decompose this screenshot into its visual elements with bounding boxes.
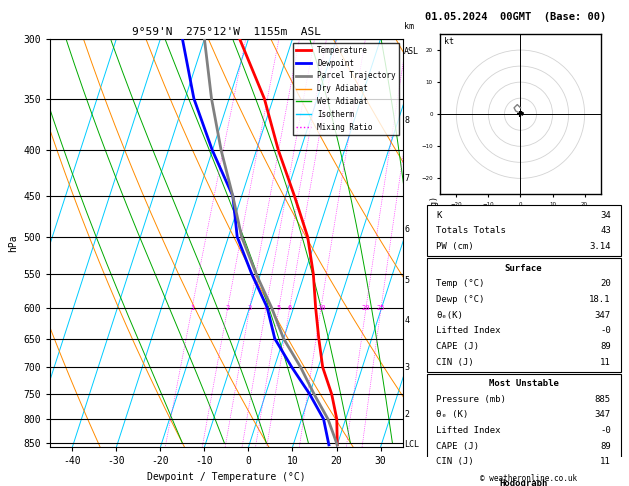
Legend: Temperature, Dewpoint, Parcel Trajectory, Dry Adiabat, Wet Adiabat, Isotherm, Mi: Temperature, Dewpoint, Parcel Trajectory… xyxy=(292,43,399,135)
Text: ASL: ASL xyxy=(404,47,420,56)
Text: 3: 3 xyxy=(404,363,409,372)
Text: CAPE (J): CAPE (J) xyxy=(437,342,479,351)
Text: 4: 4 xyxy=(404,316,409,325)
Text: 4: 4 xyxy=(264,305,268,311)
Text: 18.1: 18.1 xyxy=(589,295,611,304)
Text: 89: 89 xyxy=(600,342,611,351)
Text: -0: -0 xyxy=(600,326,611,335)
Text: 34: 34 xyxy=(600,211,611,220)
Text: Temp (°C): Temp (°C) xyxy=(437,279,485,288)
Text: 25: 25 xyxy=(377,305,386,311)
Text: 347: 347 xyxy=(594,311,611,320)
Text: © weatheronline.co.uk: © weatheronline.co.uk xyxy=(480,474,577,483)
Text: PW (cm): PW (cm) xyxy=(437,242,474,251)
Text: 3.14: 3.14 xyxy=(589,242,611,251)
Text: Hodograph: Hodograph xyxy=(499,479,548,486)
Text: 8: 8 xyxy=(404,116,409,125)
Text: 11: 11 xyxy=(600,457,611,467)
Text: Surface: Surface xyxy=(505,263,542,273)
Text: Lifted Index: Lifted Index xyxy=(437,326,501,335)
Text: 5: 5 xyxy=(404,277,409,285)
Text: 5: 5 xyxy=(277,305,281,311)
Text: 89: 89 xyxy=(600,442,611,451)
Text: 10: 10 xyxy=(317,305,325,311)
Text: θₑ (K): θₑ (K) xyxy=(437,410,469,419)
Text: LCL: LCL xyxy=(404,440,420,450)
Text: Pressure (mb): Pressure (mb) xyxy=(437,395,506,404)
Text: Dewp (°C): Dewp (°C) xyxy=(437,295,485,304)
Text: 11: 11 xyxy=(600,358,611,366)
Text: 3: 3 xyxy=(248,305,252,311)
Text: K: K xyxy=(437,211,442,220)
Text: 43: 43 xyxy=(600,226,611,235)
Bar xyxy=(426,258,621,372)
Text: CIN (J): CIN (J) xyxy=(437,457,474,467)
Bar xyxy=(426,374,621,471)
Text: θₑ(K): θₑ(K) xyxy=(437,311,464,320)
Text: 347: 347 xyxy=(594,410,611,419)
Text: Lifted Index: Lifted Index xyxy=(437,426,501,435)
Text: 01.05.2024  00GMT  (Base: 00): 01.05.2024 00GMT (Base: 00) xyxy=(425,13,606,22)
Title: 9°59'N  275°12'W  1155m  ASL: 9°59'N 275°12'W 1155m ASL xyxy=(132,27,321,37)
Bar xyxy=(426,206,621,256)
Text: 7: 7 xyxy=(404,174,409,183)
Text: km: km xyxy=(404,22,415,31)
Text: kt: kt xyxy=(443,36,454,46)
Text: -0: -0 xyxy=(600,426,611,435)
Bar xyxy=(426,473,621,486)
Text: 2: 2 xyxy=(226,305,230,311)
Text: 6: 6 xyxy=(404,225,409,234)
Text: 2: 2 xyxy=(404,410,409,419)
Text: 20: 20 xyxy=(600,279,611,288)
Text: 20: 20 xyxy=(362,305,370,311)
X-axis label: Dewpoint / Temperature (°C): Dewpoint / Temperature (°C) xyxy=(147,472,306,482)
Y-axis label: hPa: hPa xyxy=(8,234,18,252)
Text: Most Unstable: Most Unstable xyxy=(489,379,559,388)
Text: CAPE (J): CAPE (J) xyxy=(437,442,479,451)
Text: 885: 885 xyxy=(594,395,611,404)
Text: 6: 6 xyxy=(287,305,292,311)
Text: 1: 1 xyxy=(190,305,194,311)
Text: CIN (J): CIN (J) xyxy=(437,358,474,366)
Text: Totals Totals: Totals Totals xyxy=(437,226,506,235)
Text: Mixing Ratio (g/kg): Mixing Ratio (g/kg) xyxy=(430,195,439,291)
